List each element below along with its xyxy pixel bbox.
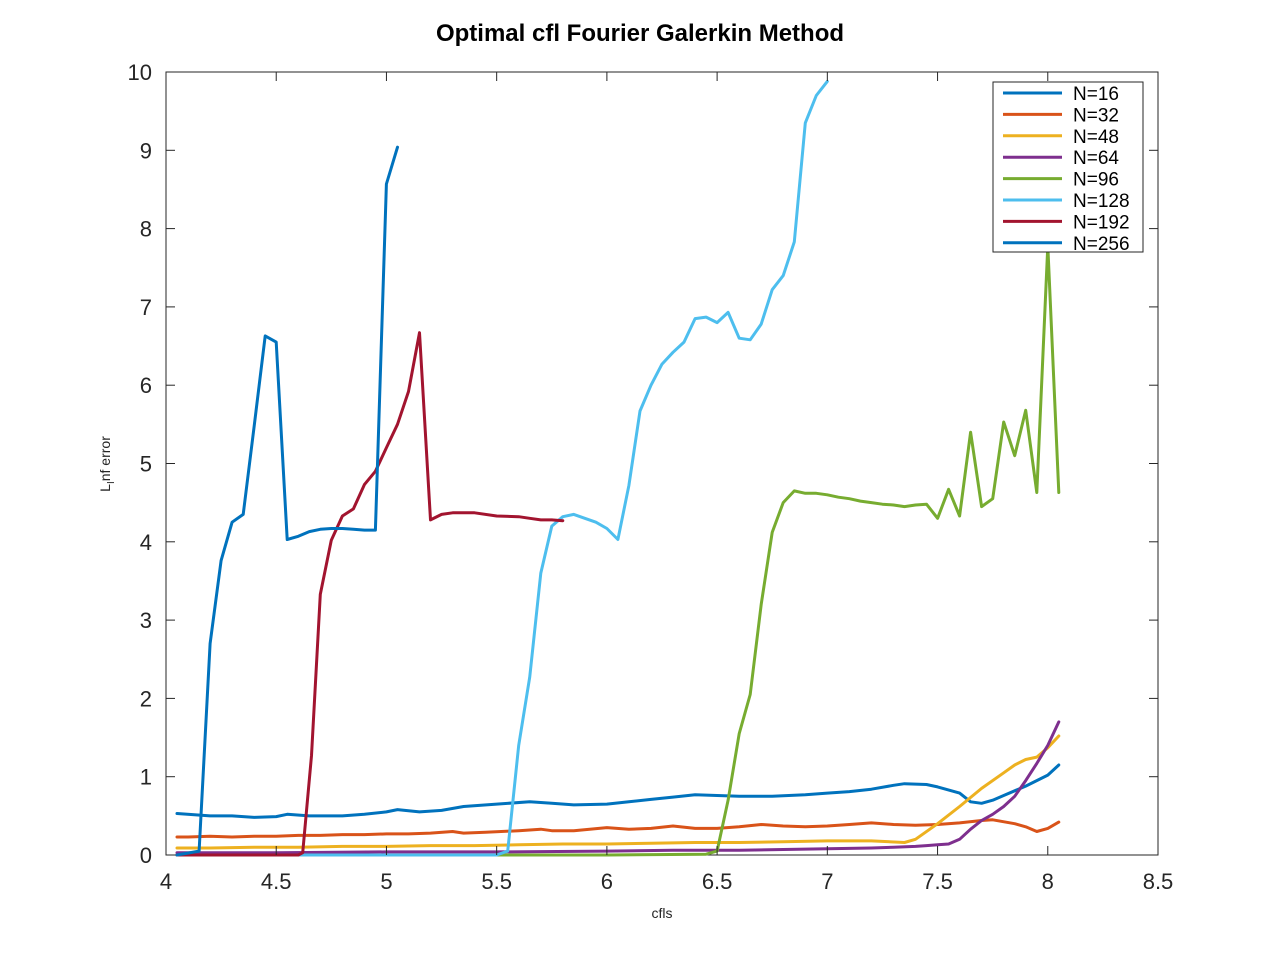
legend-box	[992, 81, 1144, 253]
series-line-n-32	[175, 818, 1061, 839]
x-tick-label: 8	[1042, 869, 1054, 894]
series-layer	[175, 79, 1061, 857]
x-tick-label: 5	[380, 869, 392, 894]
legend-label: N=16	[1073, 84, 1119, 105]
legend-label: N=32	[1073, 105, 1119, 126]
x-tick-label: 6.5	[702, 869, 733, 894]
svg-text:LInf error: LInf error	[97, 436, 117, 492]
y-tick-label: 8	[140, 217, 152, 242]
x-tick-label: 6	[601, 869, 613, 894]
legend-label: N=64	[1073, 148, 1119, 169]
legend-label: N=48	[1073, 127, 1119, 148]
series-line-n-192	[175, 331, 565, 857]
y-axis-label-rest: nf error	[97, 436, 113, 481]
chart-title: Optimal cfl Fourier Galerkin Method	[435, 20, 845, 47]
y-tick-label: 5	[140, 452, 152, 477]
y-tick-label: 0	[140, 843, 152, 868]
x-tick-label: 8.5	[1143, 869, 1174, 894]
y-tick-label: 10	[128, 60, 152, 85]
y-axis-label-main: L	[97, 484, 113, 492]
y-tick-label: 1	[140, 765, 152, 790]
y-tick-label: 6	[140, 373, 152, 398]
y-axis-label: LInf error	[97, 436, 117, 492]
y-tick-label: 4	[140, 530, 152, 555]
y-tick-label: 2	[140, 686, 152, 711]
legend-label: N=192	[1073, 212, 1130, 233]
y-tick-label: 9	[140, 138, 152, 163]
y-tick-label: 7	[140, 295, 152, 320]
series-line-n-16	[175, 763, 1061, 819]
x-tick-label: 7.5	[922, 869, 953, 894]
series-line-n-128	[175, 79, 829, 857]
x-tick-label: 4.5	[261, 869, 292, 894]
legend-label: N=128	[1073, 191, 1130, 212]
x-tick-label: 4	[160, 869, 172, 894]
series-line-n-256	[175, 145, 399, 857]
legend-label: N=256	[1073, 234, 1130, 255]
series-line-n-48	[175, 734, 1061, 850]
y-axis-label-sub: I	[106, 481, 117, 484]
x-axis-label: cfls	[652, 905, 673, 921]
axes-layer: 4 4.5 5 5.5 6 6.5 7 7.5 8 8.5 0 1 2 3 4 5 6 7 8 9 10	[128, 60, 1174, 894]
x-tick-label: 5.5	[481, 869, 512, 894]
legend-label: N=96	[1073, 170, 1119, 191]
x-tick-label: 7	[821, 869, 833, 894]
series-line-n-96	[175, 244, 1061, 857]
y-tick-label: 3	[140, 608, 152, 633]
